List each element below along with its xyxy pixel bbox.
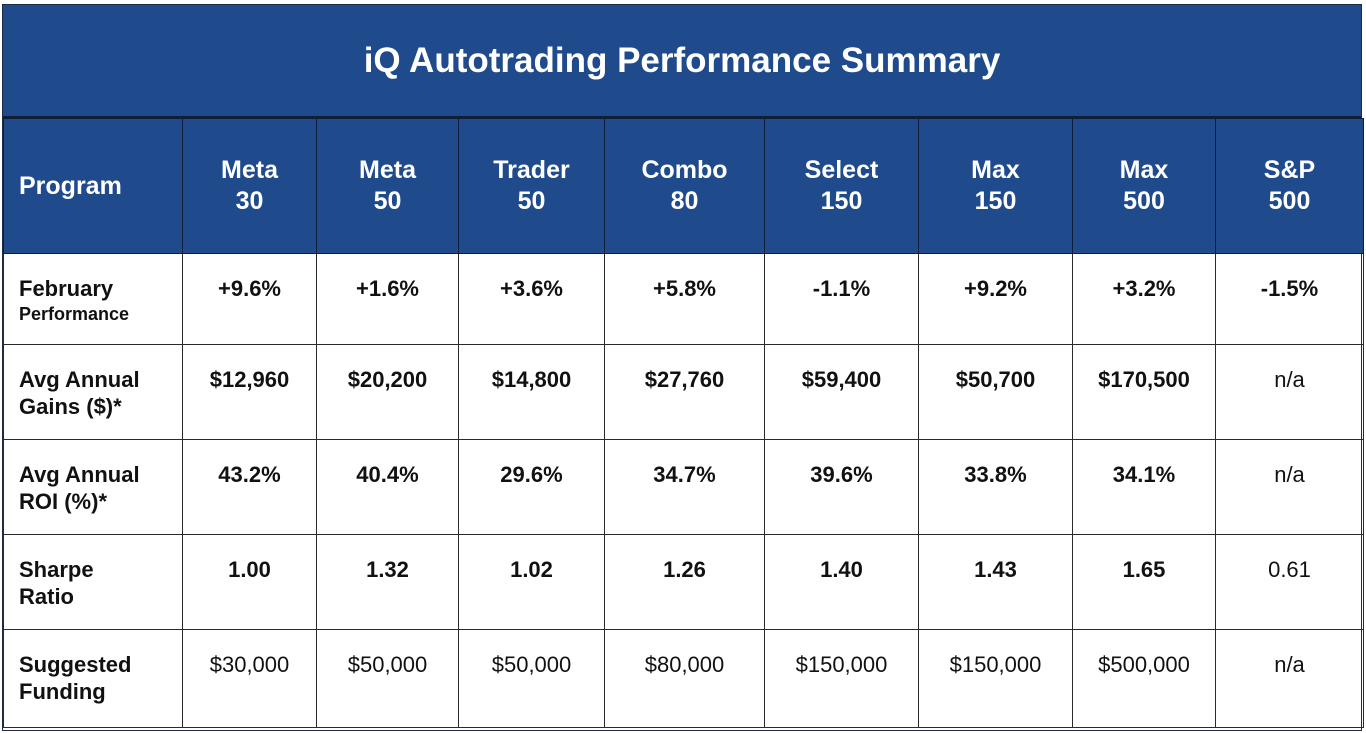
row-label: Avg Annual ROI (%)* [3, 439, 183, 535]
table-cell: 1.40 [764, 534, 919, 630]
table-cell: 34.1% [1072, 439, 1216, 535]
table-cell: $12,960 [182, 344, 317, 440]
table-cell: +1.6% [316, 253, 459, 345]
table-cell: $14,800 [458, 344, 605, 440]
table-cell: -1.5% [1215, 253, 1364, 345]
table-cell: $59,400 [764, 344, 919, 440]
table-cell: -1.1% [764, 253, 919, 345]
table-row: February Performance +9.6% +1.6% +3.6% +5.8% -… [3, 253, 1364, 345]
table-cell: +3.6% [458, 253, 605, 345]
table-cell: 1.02 [458, 534, 605, 630]
column-header-program: Program [3, 118, 183, 254]
column-header-max-150: Max 150 [918, 118, 1073, 254]
table-cell: n/a [1215, 344, 1364, 440]
table-cell: $170,500 [1072, 344, 1216, 440]
table-cell: 1.32 [316, 534, 459, 630]
table-row: Suggested Funding $30,000 $50,000 $50,000 $80… [3, 629, 1364, 728]
column-header-combo-80: Combo 80 [604, 118, 765, 254]
table-cell: 40.4% [316, 439, 459, 535]
column-header-select-150: Select 150 [764, 118, 919, 254]
row-label-line1: Suggested [19, 652, 132, 677]
table-cell: 1.43 [918, 534, 1073, 630]
table-cell: 43.2% [182, 439, 317, 535]
table-title: iQ Autotrading Performance Summary [3, 5, 1361, 118]
row-label-line2: Ratio [19, 584, 74, 609]
row-label-line1: Avg Annual [19, 367, 140, 392]
column-header-trader-50: Trader 50 [458, 118, 605, 254]
table-cell: 1.26 [604, 534, 765, 630]
row-label-line1: Sharpe [19, 557, 94, 582]
row-label: Suggested Funding [3, 629, 183, 728]
row-label-line2: Gains ($)* [19, 394, 122, 419]
row-label-line2: Performance [19, 304, 130, 324]
table-cell: n/a [1215, 439, 1364, 535]
table-cell: $50,000 [316, 629, 459, 728]
table-cell: $50,000 [458, 629, 605, 728]
table-cell: 34.7% [604, 439, 765, 535]
table-row: Sharpe Ratio 1.00 1.32 1.02 1.26 1.40 1.43 1.65 0… [3, 534, 1364, 630]
row-label: Sharpe Ratio [3, 534, 183, 630]
column-header-max-500: Max 500 [1072, 118, 1216, 254]
table-cell: 39.6% [764, 439, 919, 535]
table-cell: $27,760 [604, 344, 765, 440]
table-cell: $50,700 [918, 344, 1073, 440]
table-cell: $30,000 [182, 629, 317, 728]
table-cell: +9.6% [182, 253, 317, 345]
row-label-line1: February [19, 276, 114, 301]
table-body: February Performance +9.6% +1.6% +3.6% +5.8% -… [3, 253, 1364, 728]
summary-grid: Program Meta 30 Meta 50 Trader 50 Combo 80 S… [3, 118, 1364, 728]
row-label-line1: Avg Annual [19, 462, 140, 487]
column-header-meta-30: Meta 30 [182, 118, 317, 254]
table-cell: +3.2% [1072, 253, 1216, 345]
table-cell: 33.8% [918, 439, 1073, 535]
table-cell: +5.8% [604, 253, 765, 345]
table-cell: +9.2% [918, 253, 1073, 345]
table-cell: 1.00 [182, 534, 317, 630]
table-cell: n/a [1215, 629, 1364, 728]
row-label-line2: ROI (%)* [19, 489, 107, 514]
column-header-sp-500: S&P 500 [1215, 118, 1364, 254]
table-cell: 1.65 [1072, 534, 1216, 630]
table-cell: $150,000 [918, 629, 1073, 728]
row-label-line2: Funding [19, 679, 106, 704]
table-cell: $150,000 [764, 629, 919, 728]
table-cell: $500,000 [1072, 629, 1216, 728]
table-cell: 0.61 [1215, 534, 1364, 630]
table-cell: $20,200 [316, 344, 459, 440]
table-row: Avg Annual Gains ($)* $12,960 $20,200 $14,80… [3, 344, 1364, 440]
table-row: Avg Annual ROI (%)* 43.2% 40.4% 29.6% 34.7% 39… [3, 439, 1364, 535]
row-label: February Performance [3, 253, 183, 345]
column-header-meta-50: Meta 50 [316, 118, 459, 254]
performance-summary-table: iQ Autotrading Performance Summary Progr… [2, 4, 1364, 731]
row-label: Avg Annual Gains ($)* [3, 344, 183, 440]
header-row: Program Meta 30 Meta 50 Trader 50 Combo 80 S… [3, 118, 1364, 254]
table-cell: $80,000 [604, 629, 765, 728]
table-cell: 29.6% [458, 439, 605, 535]
